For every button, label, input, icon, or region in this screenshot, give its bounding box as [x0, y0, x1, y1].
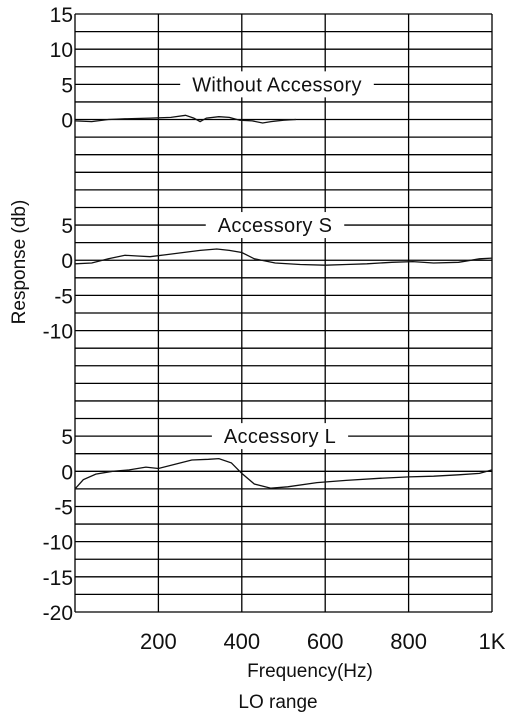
y-tick-label: 10 [50, 39, 73, 62]
series-line [74, 457, 493, 490]
grid [74, 13, 493, 613]
y-tick-label: 0 [61, 110, 73, 133]
series-label: Accessory S [218, 215, 332, 237]
y-tick-label: 0 [61, 461, 73, 484]
chart-subtitle: LO range [238, 692, 317, 713]
y-tick-label: 15 [50, 4, 73, 27]
series-label-background [205, 212, 345, 239]
x-tick-label: 1K [479, 629, 506, 654]
y-tick-label: 0 [61, 250, 73, 273]
curves [74, 114, 493, 490]
y-tick-labels: 15 10 5 0 5 0 -5 -10 5 0 -5 -10 -15 -20 [43, 4, 73, 625]
x-tick-label: 400 [223, 629, 260, 654]
x-tick-label: 800 [390, 629, 427, 654]
y-axis-title: Response (db) [9, 200, 30, 325]
series-line [74, 114, 297, 124]
series-label: Without Accessory [192, 74, 362, 96]
x-tick-labels: 200 400 600 800 1K [140, 629, 506, 654]
y-tick-label: 5 [61, 426, 73, 449]
series-label: Accessory L [224, 426, 336, 448]
y-tick-label: -10 [43, 532, 73, 555]
y-tick-label: -15 [43, 567, 73, 590]
series-label-background [211, 423, 349, 450]
panel-titles: Without Accessory Accessory S Accessory L [180, 71, 374, 450]
y-tick-label: -10 [43, 321, 73, 344]
series-line [74, 248, 493, 266]
x-tick-label: 200 [140, 629, 177, 654]
y-tick-label: 5 [61, 215, 73, 238]
y-tick-label: -5 [54, 285, 73, 308]
series-label-background [180, 71, 374, 98]
y-tick-label: -20 [43, 602, 73, 625]
y-tick-label: 5 [61, 74, 73, 97]
x-tick-label: 600 [307, 629, 344, 654]
y-tick-label: -5 [54, 496, 73, 519]
x-axis-title: Frequency(Hz) [247, 661, 373, 682]
